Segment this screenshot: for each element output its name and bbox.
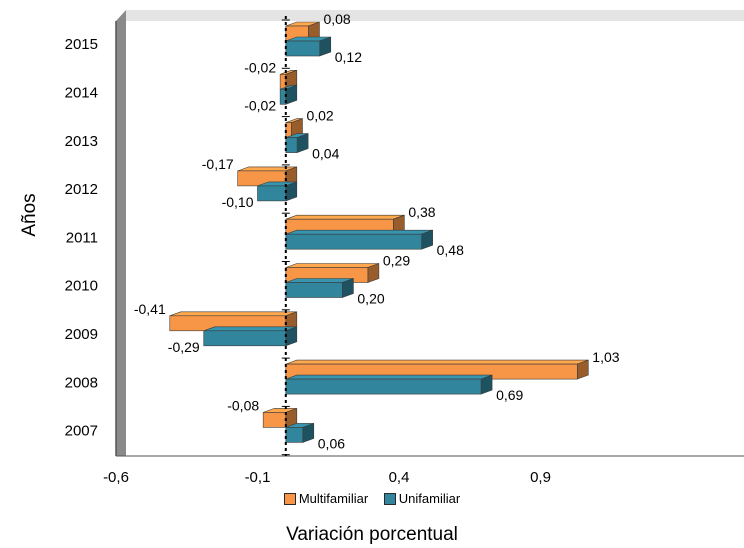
x-tick-label: 0,4 xyxy=(389,469,410,486)
plot-frame xyxy=(115,10,744,457)
legend-item-multifamiliar: Multifamiliar xyxy=(283,491,369,506)
data-label-multifamiliar-2010: 0,29 xyxy=(383,253,410,269)
data-label-unifamiliar-2009: -0,29 xyxy=(168,339,200,355)
bar-top-multifamiliar-2011 xyxy=(285,214,405,220)
data-label-multifamiliar-2007: -0,08 xyxy=(227,397,259,413)
bar-unifamiliar-2010 xyxy=(285,282,343,298)
y-tick-label-2014: 2014 xyxy=(65,84,98,101)
data-label-multifamiliar-2014: -0,02 xyxy=(244,59,276,75)
data-label-multifamiliar-2008: 1,03 xyxy=(592,349,619,365)
x-tick-label: -0,6 xyxy=(103,469,129,486)
bar-top-multifamiliar-2009 xyxy=(169,311,297,317)
legend-label-multifamiliar: Multifamiliar xyxy=(298,491,369,506)
bar-top-multifamiliar-2008 xyxy=(285,359,589,365)
y-tick-label-2013: 2013 xyxy=(65,133,98,150)
data-label-multifamiliar-2012: -0,17 xyxy=(202,156,234,172)
bar-multifamiliar-2007 xyxy=(262,412,287,428)
legend-label-unifamiliar: Unifamiliar xyxy=(398,491,461,506)
legend: Multifamiliar Unifamiliar xyxy=(0,491,744,508)
plot-frame-top xyxy=(116,10,744,21)
data-label-unifamiliar-2011: 0,48 xyxy=(437,242,464,258)
labels-layer: 0,08 0,12 2015 -0,02 -0,02 2014 0,02 0,04 2013 -0… xyxy=(65,11,620,486)
y-tick-label-2008: 2008 xyxy=(65,374,98,391)
legend-item-unifamiliar: Unifamiliar xyxy=(383,491,461,506)
bars-layer xyxy=(169,21,589,443)
data-label-multifamiliar-2011: 0,38 xyxy=(408,204,435,220)
x-tick-label: 0,9 xyxy=(530,469,551,486)
plot-frame-left-wall xyxy=(116,10,126,456)
data-label-unifamiliar-2008: 0,69 xyxy=(496,387,523,403)
bar-unifamiliar-2008 xyxy=(285,378,482,395)
bar-top-multifamiliar-2010 xyxy=(285,263,379,268)
legend-swatch-unifamiliar xyxy=(383,492,396,505)
data-label-multifamiliar-2015: 0,08 xyxy=(323,11,350,27)
bar-top-unifamiliar-2011 xyxy=(285,229,433,235)
y-tick-label-2011: 2011 xyxy=(66,229,98,246)
y-tick-label-2012: 2012 xyxy=(65,181,98,198)
data-label-multifamiliar-2009: -0,41 xyxy=(134,301,166,317)
axes-layer xyxy=(281,16,290,456)
data-label-unifamiliar-2014: -0,02 xyxy=(244,97,276,113)
legend-swatch-multifamiliar xyxy=(283,492,296,505)
y-tick-label-2015: 2015 xyxy=(65,36,98,53)
bar-top-unifamiliar-2009 xyxy=(203,326,297,332)
bar-unifamiliar-2009 xyxy=(203,330,287,347)
data-label-unifamiliar-2010: 0,20 xyxy=(357,291,384,307)
bar-unifamiliar-2011 xyxy=(285,233,422,250)
data-label-unifamiliar-2012: -0,10 xyxy=(222,194,254,210)
y-axis-title: Años xyxy=(19,193,40,237)
bar-unifamiliar-2007 xyxy=(285,427,304,443)
y-tick-label-2009: 2009 xyxy=(65,326,98,343)
data-label-multifamiliar-2013: 0,02 xyxy=(306,108,333,124)
data-label-unifamiliar-2015: 0,12 xyxy=(335,49,362,65)
x-tick-label: -0,1 xyxy=(245,469,271,486)
data-label-unifamiliar-2007: 0,06 xyxy=(318,435,345,451)
y-tick-label-2010: 2010 xyxy=(65,278,98,295)
bar-unifamiliar-2015 xyxy=(285,40,321,57)
bar-unifamiliar-2013 xyxy=(285,137,298,153)
data-label-unifamiliar-2013: 0,04 xyxy=(312,146,339,162)
bar-top-unifamiliar-2008 xyxy=(285,374,493,380)
x-axis-title: Variación porcentual xyxy=(286,524,458,545)
bar-unifamiliar-2012 xyxy=(257,185,287,202)
y-tick-label-2007: 2007 xyxy=(65,423,98,440)
